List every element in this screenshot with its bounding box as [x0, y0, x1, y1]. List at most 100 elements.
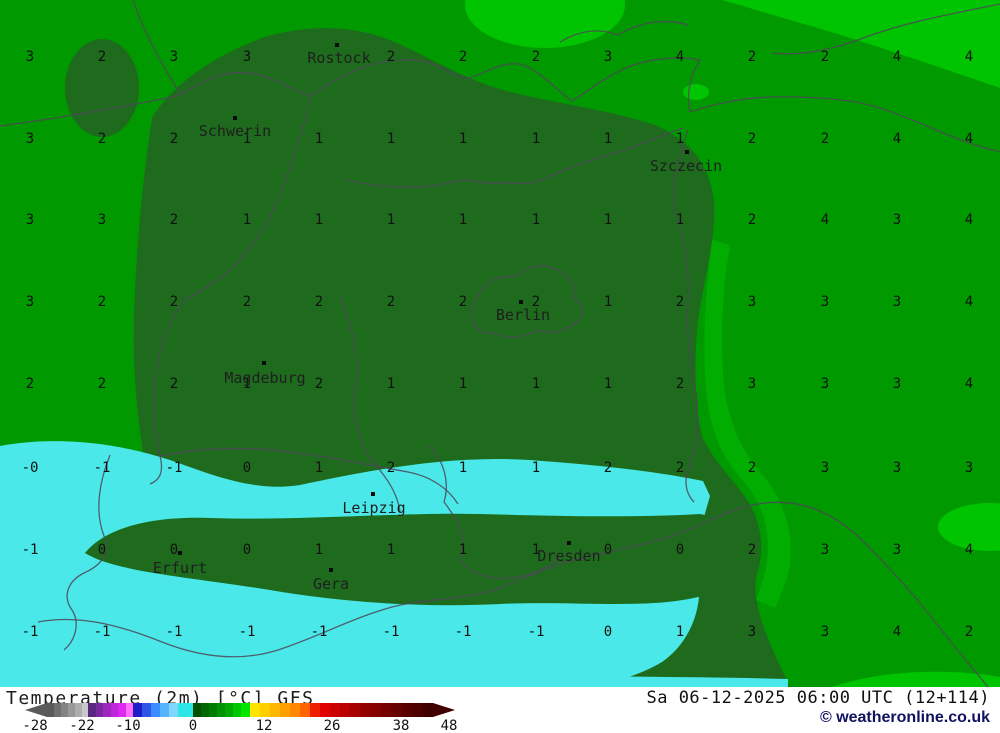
grid-temperature-value: 4 [964, 49, 974, 65]
grid-temperature-value: 1 [458, 131, 468, 147]
grid-temperature-value: 3 [892, 294, 902, 310]
grid-temperature-value: 2 [458, 49, 468, 65]
colorbar-segment [126, 703, 133, 717]
grid-temperature-value: -1 [21, 624, 39, 640]
grid-temperature-value: 3 [242, 49, 252, 65]
grid-temperature-value: 1 [531, 212, 541, 228]
colorbar-segment [225, 703, 233, 717]
grid-temperature-value: 2 [169, 294, 179, 310]
colorbar-segment [350, 703, 360, 717]
grid-temperature-value: 3 [169, 49, 179, 65]
city-dot [567, 541, 571, 545]
grid-temperature-value: 1 [603, 376, 613, 392]
colorbar-segment [169, 703, 178, 717]
city-dot [371, 492, 375, 496]
grid-temperature-value: 1 [603, 294, 613, 310]
colorbar-segment [381, 703, 391, 717]
colorbar-segment [178, 703, 193, 717]
grid-temperature-value: 4 [675, 49, 685, 65]
grid-temperature-value: 3 [892, 376, 902, 392]
grid-temperature-value: 3 [820, 376, 830, 392]
grid-temperature-value: 3 [820, 460, 830, 476]
colorbar-segment [47, 703, 54, 717]
city-dot [233, 116, 237, 120]
grid-temperature-value: 2 [169, 131, 179, 147]
grid-temperature-value: 2 [97, 49, 107, 65]
grid-temperature-value: 2 [747, 460, 757, 476]
city-label: Magdeburg [224, 369, 306, 387]
colorbar-segment [103, 703, 111, 717]
city-dot [685, 150, 689, 154]
colorbar-segment [118, 703, 126, 717]
grid-temperature-value: 1 [675, 624, 685, 640]
grid-temperature-value: 3 [747, 294, 757, 310]
grid-temperature-value: 4 [892, 131, 902, 147]
grid-temperature-value: 4 [964, 212, 974, 228]
city-label: Gera [312, 575, 350, 593]
grid-temperature-value: 1 [386, 376, 396, 392]
grid-temperature-value: 2 [747, 49, 757, 65]
grid-temperature-value: 2 [820, 131, 830, 147]
grid-temperature-value: 2 [386, 460, 396, 476]
grid-temperature-value: 3 [97, 212, 107, 228]
grid-temperature-value: 1 [386, 212, 396, 228]
grid-temperature-value: 1 [314, 131, 324, 147]
grid-temperature-value: 0 [169, 542, 179, 558]
grid-temperature-value: 3 [820, 542, 830, 558]
grid-temperature-value: -1 [21, 542, 39, 558]
grid-temperature-value: 0 [603, 542, 613, 558]
city-dot [262, 361, 266, 365]
grid-temperature-value: 1 [314, 542, 324, 558]
grid-temperature-value: 2 [820, 49, 830, 65]
grid-temperature-value: 4 [964, 376, 974, 392]
grid-temperature-value: -1 [382, 624, 400, 640]
colorbar-segment [88, 703, 96, 717]
colorbar-tick-label: 12 [255, 718, 273, 733]
grid-temperature-value: 1 [314, 212, 324, 228]
grid-temperature-value: 1 [675, 212, 685, 228]
grid-temperature-value: 1 [242, 131, 252, 147]
grid-temperature-value: 0 [242, 460, 252, 476]
grid-temperature-value: 2 [675, 376, 685, 392]
grid-temperature-value: 2 [169, 212, 179, 228]
city-dot [335, 43, 339, 47]
grid-temperature-value: 1 [675, 131, 685, 147]
colorbar-segment [209, 703, 217, 717]
grid-temperature-value: 1 [458, 376, 468, 392]
grid-temperature-value: 2 [314, 294, 324, 310]
colorbar-tick-label: -10 [115, 718, 141, 733]
colorbar-segment [290, 703, 300, 717]
grid-temperature-value: 2 [97, 294, 107, 310]
grid-temperature-value: 2 [386, 294, 396, 310]
colorbar-segment [193, 703, 201, 717]
colorbar-segment [160, 703, 169, 717]
colorbar-segment [96, 703, 103, 717]
grid-temperature-value: 2 [675, 460, 685, 476]
grid-temperature-value: 1 [386, 542, 396, 558]
city-label: Leipzig [342, 499, 406, 517]
grid-temperature-value: 2 [603, 460, 613, 476]
city-dot [519, 300, 523, 304]
grid-temperature-value: 1 [458, 460, 468, 476]
grid-temperature-value: 2 [531, 49, 541, 65]
grid-temperature-value: 3 [25, 131, 35, 147]
city-label: Szczecin [649, 157, 723, 175]
colorbar-segment [391, 703, 402, 717]
colorbar-segment [310, 703, 320, 717]
colorbar-segment [111, 703, 118, 717]
forecast-datetime: Sa 06-12-2025 06:00 UTC (12+114) [646, 688, 990, 708]
grid-temperature-value: 1 [531, 131, 541, 147]
colorbar-segment [241, 703, 250, 717]
border-lines [0, 0, 1000, 687]
grid-temperature-value: 1 [458, 542, 468, 558]
grid-temperature-value: 3 [25, 49, 35, 65]
colorbar-segment [370, 703, 381, 717]
colorbar-segment [233, 703, 241, 717]
grid-temperature-value: 2 [747, 542, 757, 558]
grid-temperature-value: 3 [25, 212, 35, 228]
grid-temperature-value: 3 [747, 376, 757, 392]
grid-temperature-value: 3 [820, 294, 830, 310]
grid-temperature-value: -1 [165, 460, 183, 476]
grid-temperature-value: 2 [25, 376, 35, 392]
grid-temperature-value: 2 [458, 294, 468, 310]
